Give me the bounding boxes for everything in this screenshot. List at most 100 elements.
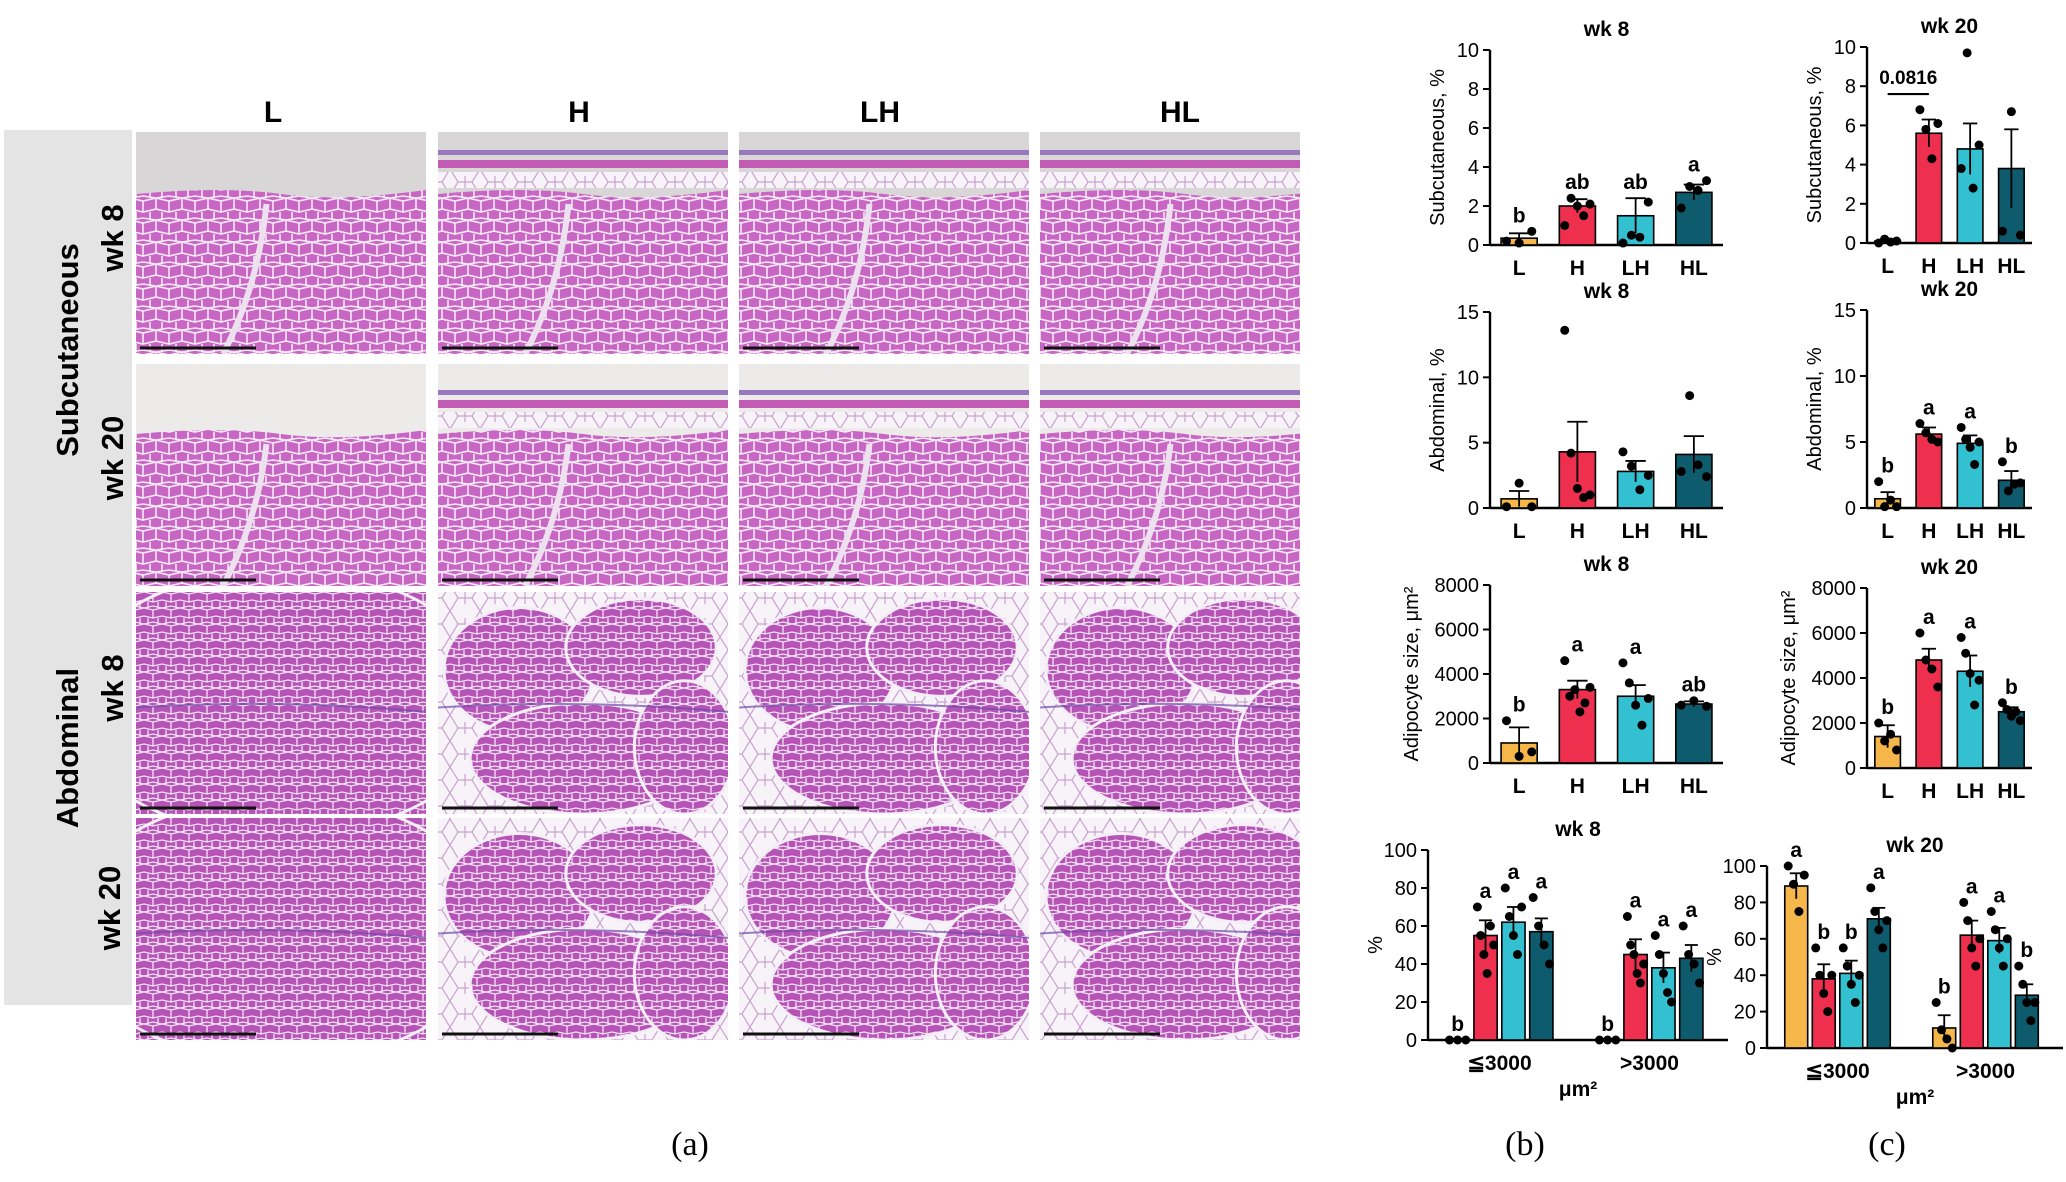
bar-h-point [1933,118,1943,128]
bar-h-g0-point [1479,950,1489,959]
y-tick-label: 80 [1734,892,1756,914]
bar-lh-point [1624,678,1634,688]
group-tick-label: >3000 [1620,1052,1679,1075]
x-axis-label: μm² [1896,1086,1935,1109]
y-axis-label: Adipocyte size, μm² [1778,590,1800,765]
column-headers: L H LH HL [264,96,1200,129]
bar-lh-point [1956,633,1966,642]
bar-l-g1-sig-letter: b [1938,976,1951,999]
bar-lh-g0-point [1838,943,1848,953]
x-tick-label: LH [1956,520,1984,543]
row-label-sub-wk20: wk 20 [95,416,130,501]
bar-h-sig-letter: a [1572,634,1584,657]
y-axis-label: Subcutaneous, % [1427,69,1449,226]
bar-l-point [1501,236,1511,246]
bar-l-point [1892,236,1902,246]
bar-hl-point [1997,698,2007,708]
bar-lh-g0-point [1854,970,1864,980]
significance-p-value: 0.0816 [1879,68,1937,89]
bar-hl-point [1676,700,1686,710]
bar-hl-g0-sig-letter: a [1873,861,1885,884]
bar-h-point [1933,437,1943,447]
chart-b3: 0 2000 4000 6000 8000 wk 8 Adipocyte size, μm²… [1401,553,1723,798]
chart-title: wk 8 [1583,18,1630,41]
bar-hl-g1-point [2014,961,2024,971]
y-tick-label: 15 [1457,302,1479,324]
bar-l-point [1527,747,1537,757]
y-tick-label: 100 [1723,856,1756,878]
bar-h-g1-point [1971,961,1981,971]
y-axis-label: Subcutaneous, % [1804,66,1826,223]
bar-hl-point [1997,226,2007,236]
bar-h-g0-point [1489,940,1499,950]
y-tick-label: 0 [1845,498,1856,520]
bar-hl-g0-point [1528,893,1538,902]
bar-l-sig-letter: b [1513,694,1526,717]
bar-hl-point [1693,185,1703,195]
bar-hl-point [2015,716,2025,726]
y-tick-label: 5 [1468,433,1479,455]
histology-tile-abd8-h [438,592,728,814]
y-axis-label: Abdominal, % [1427,348,1449,472]
bar-h-point [1927,154,1937,164]
bar-hl-point [1685,391,1695,401]
bar-hl-point [1702,176,1712,186]
x-tick-label: L [1881,520,1894,543]
y-tick-label: 0 [1845,758,1856,780]
bar-h-point [1566,448,1576,458]
y-tick-label: 40 [1734,965,1756,987]
bar-l-sig-letter: b [1881,696,1894,719]
bar-lh-sig-letter: a [1630,636,1642,659]
y-tick-label: 20 [1395,992,1417,1014]
bar-lh-g1-sig-letter: a [1993,885,2005,908]
y-tick-label: 2000 [1435,709,1480,731]
bar-lh-g0-sig-letter: a [1508,861,1520,884]
bar-lh-g1-sig-letter: a [1658,909,1670,932]
bar-lh-g0-point [1512,950,1522,959]
bar-l-g1-sig-letter: b [1601,1013,1614,1036]
bar-lh-g0-point [1504,912,1514,921]
x-tick-label: H [1921,780,1936,803]
bar-h-g1-point [1622,912,1632,921]
bar-h-point [1560,325,1570,335]
bar-h-sig-letter: a [1923,606,1935,629]
x-tick-label: H [1921,255,1936,278]
bar-lh-point [1956,422,1966,432]
bar-lh-g1-point [1990,925,2000,935]
x-tick-label: HL [1680,775,1708,798]
bar-h-bar [1915,132,1943,244]
bar-hl-g1-point [1678,921,1688,931]
bar-lh-point [1968,183,1978,193]
bar-lh-g1-point [1998,961,2008,971]
bar-lh-point [1970,700,1980,710]
bar-h-g0-point [1485,921,1495,931]
bar-hl-point [2015,478,2025,488]
bar-l-point [1527,502,1537,512]
histology-tile-abd20-h [438,818,728,1040]
bar-lh-point [1961,434,1971,444]
row-headers: Subcutaneous wk 8 wk 20 Abdominal wk 8 w… [50,204,130,951]
y-tick-label: 4000 [1435,664,1480,686]
bar-h-g0-point [1482,969,1492,978]
bar-lh-g1-bar [1987,939,2012,1049]
bar-h-g1-point [1959,897,1969,907]
bar-l-point [1886,729,1896,739]
bar-hl-point [2002,705,2012,714]
y-tick-label: 4000 [1812,668,1857,690]
bar-lh-point [1626,461,1636,471]
histology-tile-sub8-lh [739,132,1029,354]
bar-hl-g0-point [1539,940,1549,950]
y-tick-label: 0 [1468,498,1479,520]
bar-lh-point [1974,140,1984,150]
bar-l-g0-point [1783,861,1793,871]
bar-l-point [1514,478,1524,488]
histology-tile-sub20-h [438,364,728,586]
y-tick-label: 0 [1745,1038,1756,1060]
bar-l-point [1874,477,1884,487]
bar-hl-point [1997,457,2007,467]
bar-lh-point [1643,197,1653,207]
